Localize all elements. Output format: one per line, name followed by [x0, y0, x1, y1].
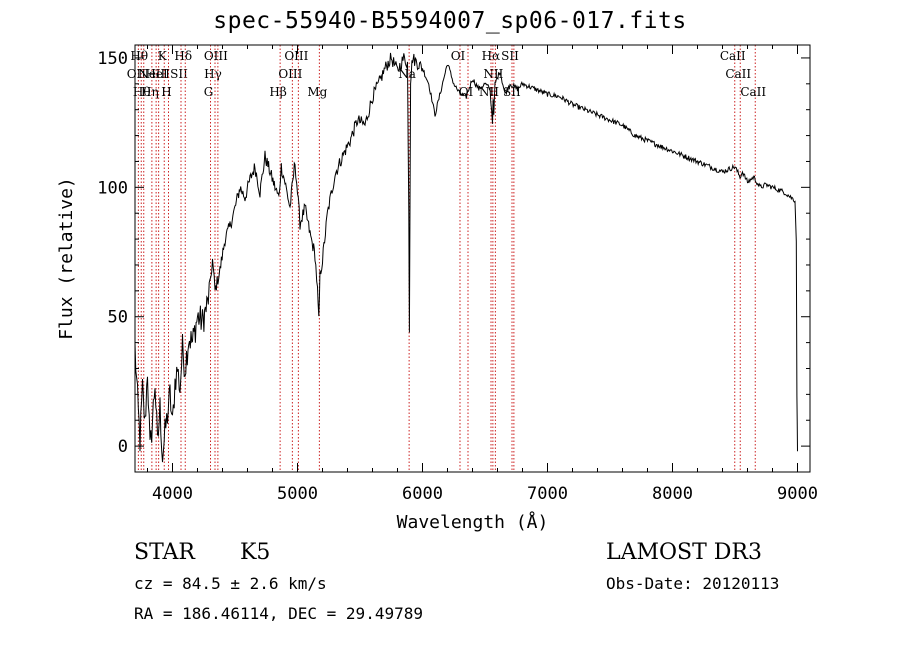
line-marker-label: OI [451, 49, 466, 63]
line-marker-label: SII [170, 67, 188, 81]
line-marker-label: HeI [145, 67, 168, 81]
line-marker-label: CaII [725, 67, 751, 81]
line-marker-label: G [204, 85, 214, 99]
line-marker-label: OIII [278, 67, 302, 81]
line-marker-label: Hθ [130, 49, 148, 63]
survey-label: LAMOST DR3 [606, 540, 762, 565]
chart-title: spec-55940-B5594007_sp06-017.fits [213, 8, 687, 34]
observation-date: Obs-Date: 20120113 [606, 574, 780, 593]
line-marker-label: Hη [141, 85, 159, 99]
line-marker-label: Hα [482, 49, 501, 63]
plot-frame [134, 44, 811, 473]
y-tick-label: 150 [97, 49, 128, 69]
x-tick-label: 9000 [777, 484, 818, 504]
object-subclass: K5 [240, 540, 271, 565]
line-marker-label: Mg [307, 85, 327, 99]
coordinates: RA = 186.46114, DEC = 29.49789 [134, 604, 423, 623]
line-marker-label: CaII [720, 49, 746, 63]
x-tick-label: 8000 [652, 484, 693, 504]
redshift-velocity: cz = 84.5 ± 2.6 km/s [134, 574, 327, 593]
line-marker-label: NeIII [138, 67, 170, 81]
line-markers: OIIHθHθHηNeIIIHeIKHSIIHδGHγOIIIHβOIIIOII… [127, 45, 766, 472]
line-marker-label: Hβ [269, 85, 286, 99]
x-tick-label: 4000 [152, 484, 193, 504]
line-marker-label: SII [501, 49, 519, 63]
series-layer [134, 52, 798, 463]
line-marker-label: OIII [284, 49, 308, 63]
object-class: STAR [134, 540, 195, 565]
x-tick-label: 6000 [402, 484, 443, 504]
y-axis-title: Flux (relative) [56, 177, 77, 340]
x-tick-label: 7000 [527, 484, 568, 504]
x-axis-title: Wavelength (Å) [397, 511, 549, 533]
line-marker-label: CaII [740, 85, 766, 99]
line-marker-label: OI [459, 85, 474, 99]
axis-ticks: 4000 5000 6000 7000 8000 9000 0 50 100 150 [97, 45, 818, 504]
spectrum-line [134, 52, 798, 463]
line-marker-label: NII [483, 67, 503, 81]
line-marker-label: K [158, 49, 168, 63]
line-marker-label: Hθ [133, 85, 151, 99]
line-marker-label: H [161, 85, 171, 99]
x-tick-label: 5000 [277, 484, 318, 504]
line-marker-label: Hγ [204, 67, 222, 81]
line-marker-label: OIII [204, 49, 228, 63]
y-tick-label: 100 [97, 178, 128, 198]
line-marker-label: Hδ [174, 49, 192, 63]
y-tick-label: 50 [108, 308, 128, 328]
y-tick-label: 0 [118, 437, 128, 457]
